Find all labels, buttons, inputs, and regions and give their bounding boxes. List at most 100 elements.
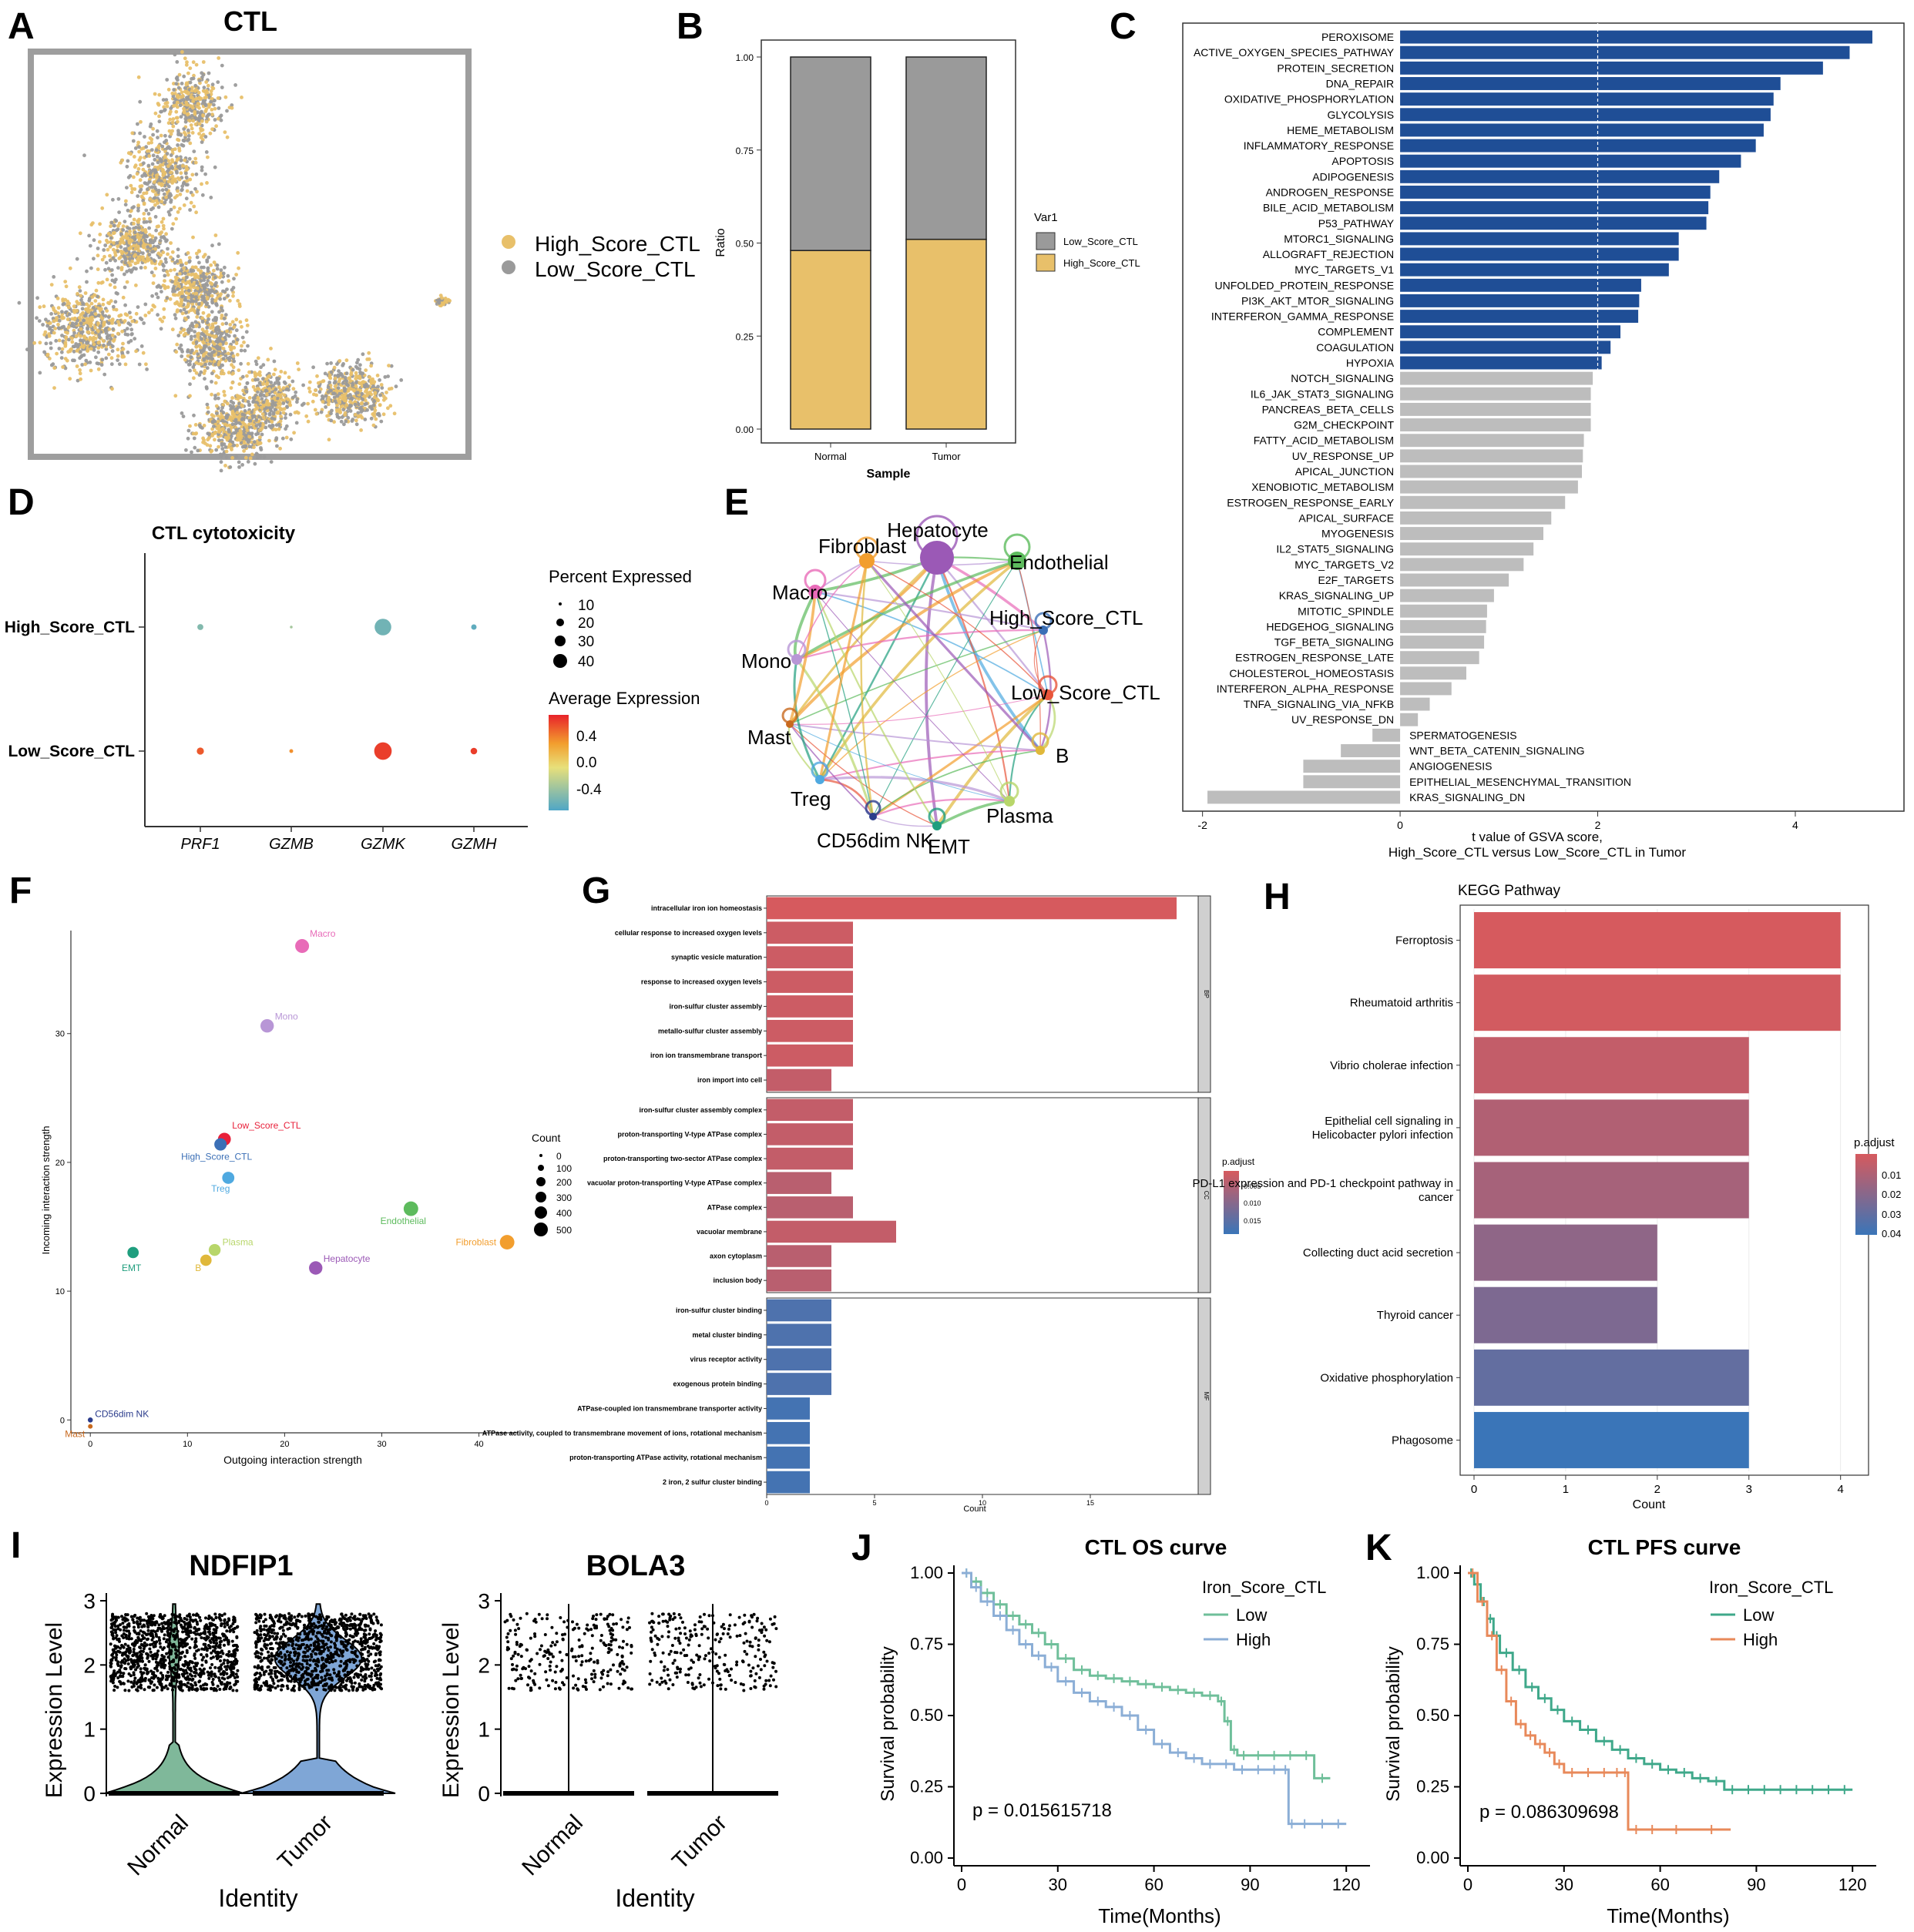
umap-point [111,256,116,260]
umap-point [202,371,207,375]
c-bar-label: GLYCOLYSIS [1327,109,1394,121]
c-bar-label: G2M_CHECKPOINT [1294,419,1394,431]
e-edge [793,659,821,780]
c-bar-label: MTORC1_SIGNALING [1284,233,1394,245]
umap-point [146,141,151,146]
umap-point [184,317,188,321]
umap-point [72,304,76,309]
umap-point [189,355,193,360]
g-bar [767,1019,853,1042]
umap-point [186,92,190,96]
umap-point [231,371,235,376]
umap-point [164,260,168,264]
umap-point [108,245,112,249]
umap-point [148,124,153,129]
umap-point [221,271,226,276]
umap-point [210,322,215,327]
umap-point [314,411,319,416]
i-point [131,1618,135,1622]
c-bar [1400,511,1552,525]
i-point [189,1631,193,1635]
umap-point [72,324,76,329]
umap-point [222,390,227,394]
umap-point [200,71,204,75]
umap-point [100,206,105,210]
umap-point [89,324,92,328]
umap-point [203,362,207,367]
umap-point [246,344,250,348]
g-bar-label: metallo-sulfur cluster assembly [658,1027,762,1035]
umap-point [196,249,201,253]
umap-point [217,360,222,364]
umap-point [108,253,112,258]
i-point [223,1612,227,1616]
umap-point [214,280,218,285]
umap-point [191,235,195,240]
i-point [157,1636,161,1639]
umap-point [175,116,180,120]
umap-point [326,385,331,390]
c-bar [1400,123,1764,137]
umap-point [176,247,180,252]
i-point [116,1676,120,1679]
umap-point [321,379,326,383]
i-point [181,1630,185,1634]
umap-point [205,356,210,361]
umap-point [102,372,107,377]
panel-d-title: CTL cytotoxicity [152,523,296,544]
umap-point [127,268,132,273]
umap-point [280,436,285,441]
umap-point [174,169,179,173]
umap-point [153,111,158,116]
umap-point [177,346,182,351]
umap-point [198,424,202,428]
umap-point [161,250,166,255]
umap-point [176,129,180,133]
e-node [1036,746,1045,755]
umap-point [45,324,50,328]
umap-point [151,281,156,285]
umap-point [261,404,266,408]
umap-point [326,398,331,402]
umap-point [247,444,252,449]
umap-point [205,258,210,263]
h-bar [1474,1224,1657,1281]
umap-point [112,223,116,228]
umap-point [394,384,398,389]
i-point [166,1624,170,1628]
umap-point [86,309,90,314]
umap-point [200,193,205,197]
umap-point [217,351,221,356]
umap-point [155,155,160,159]
umap-point [366,391,370,395]
umap-point [166,145,171,149]
umap-point [191,365,196,369]
umap-point [35,296,39,300]
umap-point [182,74,186,79]
umap-point [279,370,284,374]
i-point [151,1635,155,1638]
c-bar [1400,682,1452,696]
umap-point [340,415,344,419]
legend-swatch-high [502,235,515,249]
i-point [203,1645,207,1649]
umap-point [326,402,331,407]
umap-point [188,208,193,212]
umap-point [220,363,224,367]
g-bar [767,1373,831,1395]
umap-point [220,447,225,451]
umap-point [190,273,193,277]
h-bar-label: Rheumatoid arthritis [1350,997,1453,1010]
umap-point [200,320,205,324]
umap-point [126,159,130,163]
umap-point [99,307,103,311]
umap-point [224,454,229,459]
umap-point [169,268,173,273]
umap-point [227,334,231,338]
umap-point [160,109,163,114]
c-bar-label: BILE_ACID_METABOLISM [1263,202,1394,214]
umap-point [202,265,206,270]
umap-point [60,310,64,314]
umap-point [129,315,133,320]
